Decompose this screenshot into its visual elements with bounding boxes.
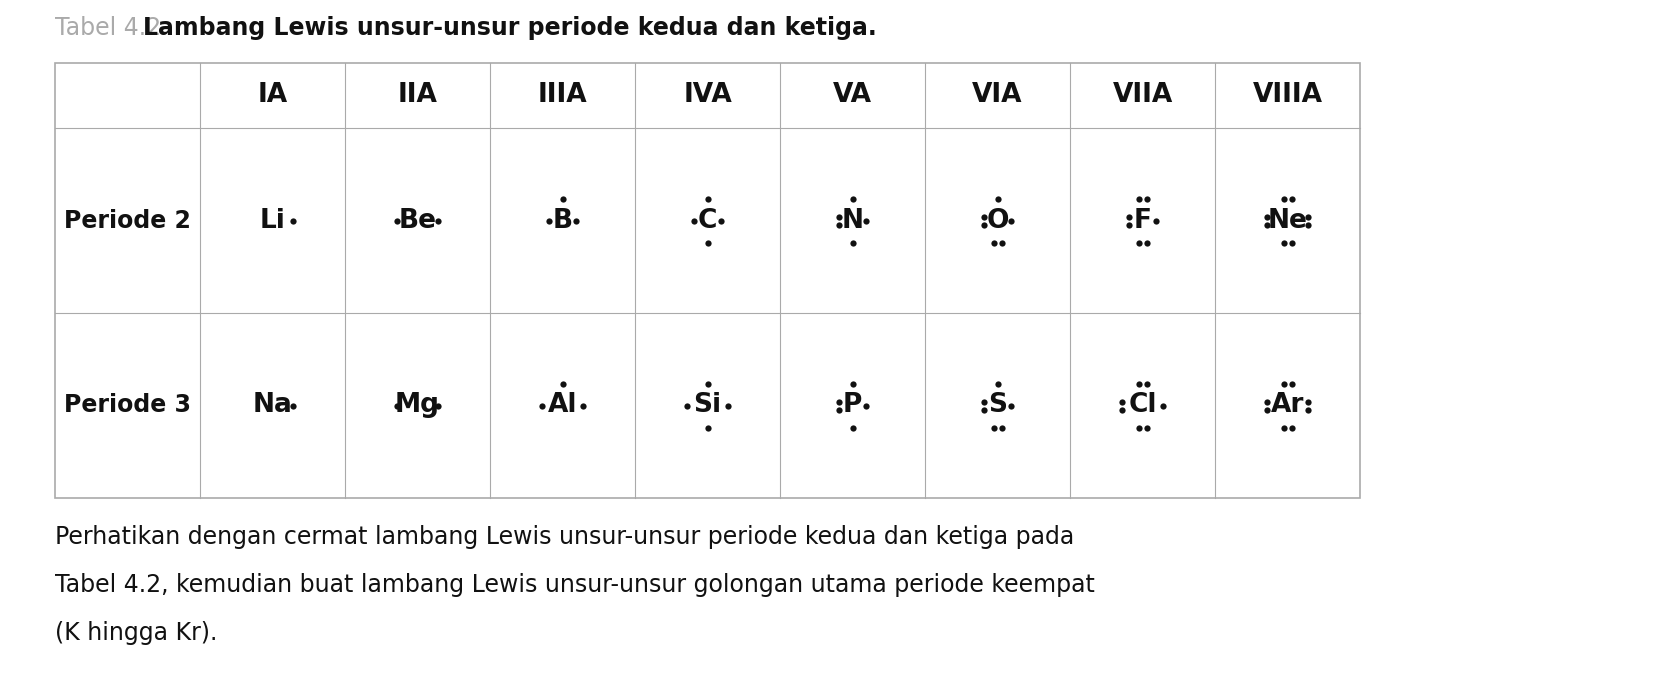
Text: VIIA: VIIA	[1113, 83, 1173, 108]
Text: Li: Li	[260, 207, 285, 234]
Text: IIIA: IIIA	[538, 83, 587, 108]
Text: VIIIA: VIIIA	[1252, 83, 1322, 108]
Text: Be: Be	[399, 207, 436, 234]
Text: IVA: IVA	[684, 83, 732, 108]
Text: C: C	[697, 207, 717, 234]
Bar	[55, 63, 1359, 498]
Text: Tabel 4.2: Tabel 4.2	[55, 16, 161, 40]
Text: Periode 3: Periode 3	[64, 394, 191, 417]
Text: P: P	[843, 392, 861, 419]
Text: B: B	[553, 207, 573, 234]
Text: Cl: Cl	[1128, 392, 1156, 419]
Text: IIA: IIA	[397, 83, 437, 108]
Text: Ne: Ne	[1267, 207, 1307, 234]
Text: Periode 2: Periode 2	[64, 209, 191, 232]
Text: Perhatikan dengan cermat lambang Lewis unsur-unsur periode kedua dan ketiga pada: Perhatikan dengan cermat lambang Lewis u…	[55, 525, 1074, 549]
Text: Ar: Ar	[1270, 392, 1304, 419]
Text: VIA: VIA	[972, 83, 1022, 108]
Text: IA: IA	[258, 83, 288, 108]
Text: VA: VA	[833, 83, 872, 108]
Text: Si: Si	[694, 392, 722, 419]
Text: (K hingga Kr).: (K hingga Kr).	[55, 621, 218, 645]
Text: F: F	[1133, 207, 1151, 234]
Text: Al: Al	[548, 392, 577, 419]
Text: Na: Na	[253, 392, 292, 419]
Text: S: S	[987, 392, 1007, 419]
Text: N: N	[841, 207, 863, 234]
Text: Mg: Mg	[396, 392, 441, 419]
Text: Tabel 4.2, kemudian buat lambang Lewis unsur-unsur golongan utama periode keempa: Tabel 4.2, kemudian buat lambang Lewis u…	[55, 573, 1094, 597]
Text: O: O	[985, 207, 1009, 234]
Text: Lambang Lewis unsur-unsur periode kedua dan ketiga.: Lambang Lewis unsur-unsur periode kedua …	[142, 16, 877, 40]
